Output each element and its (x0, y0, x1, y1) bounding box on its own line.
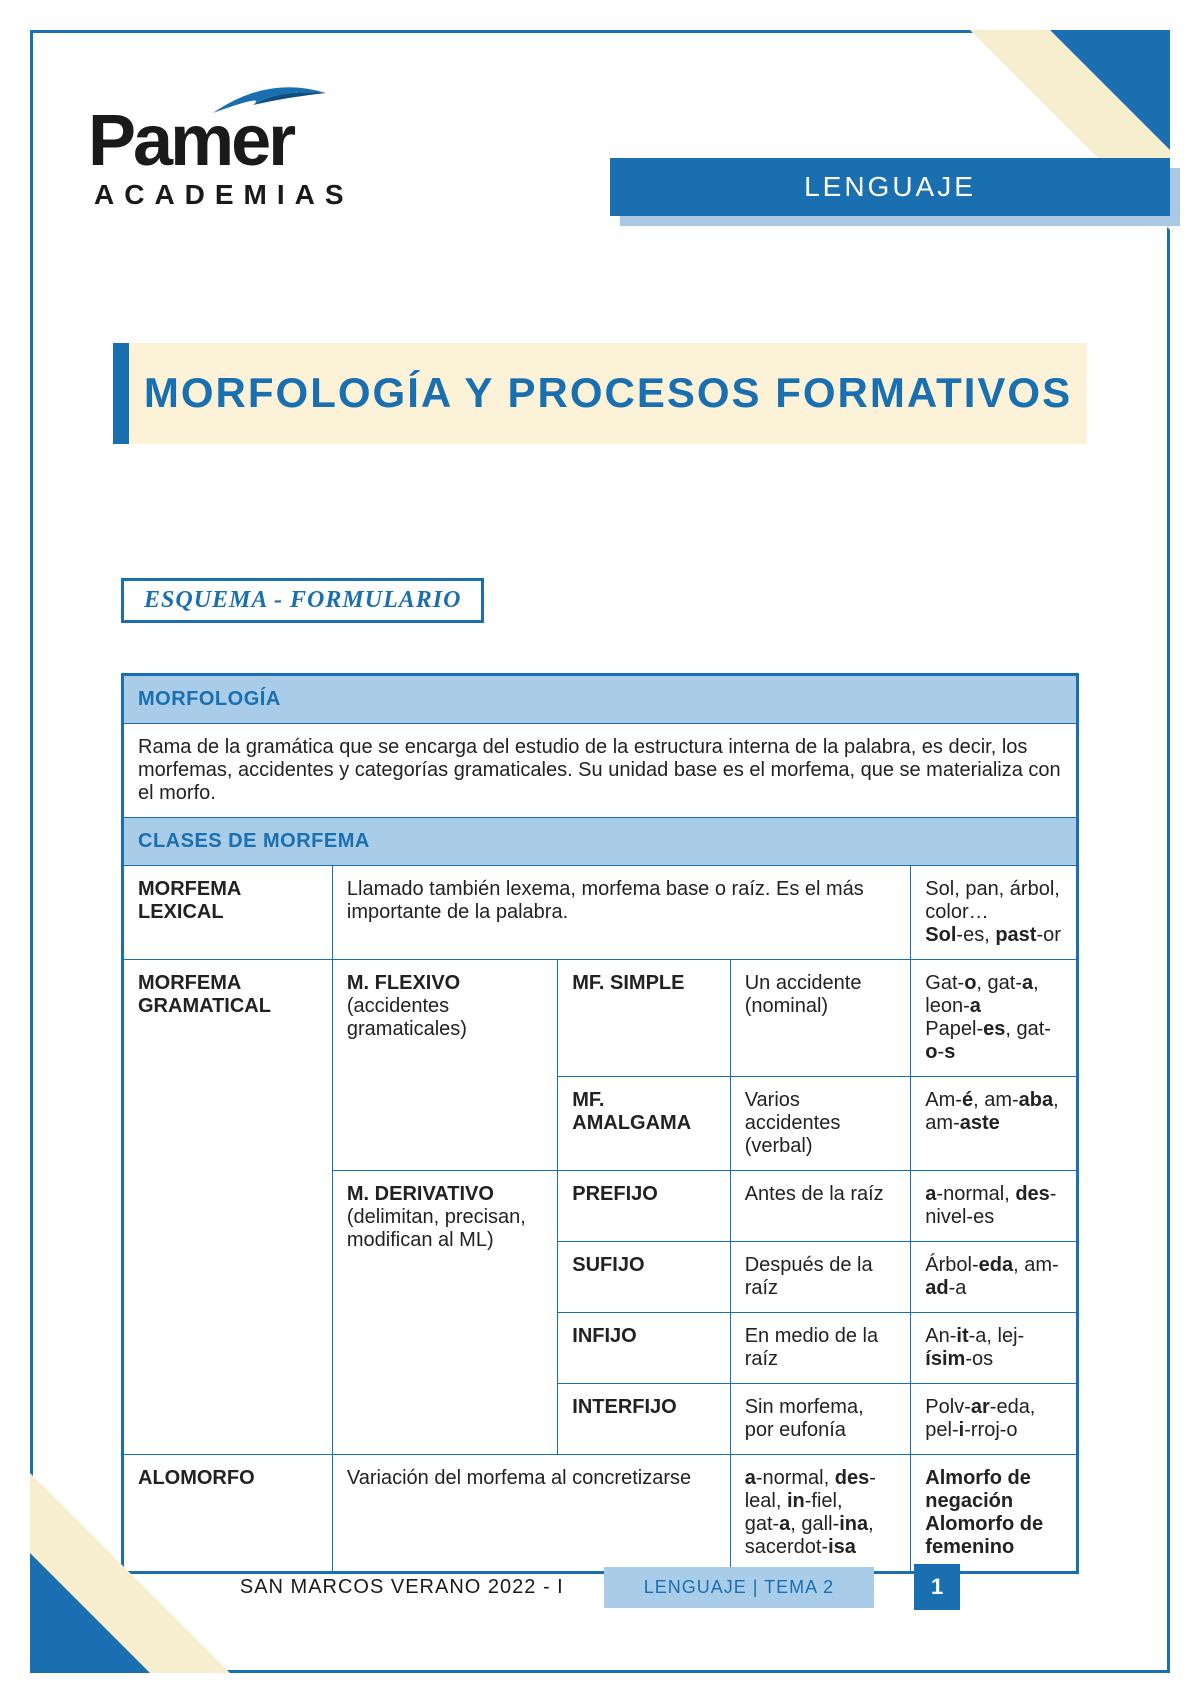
table-header-classes: CLASES DE MORFEMA (124, 818, 1077, 866)
cell-example: a-normal, des-nivel-es (911, 1171, 1077, 1242)
row-example: Sol, pan, árbol, color…Sol-es, past-or (911, 866, 1077, 960)
cell-desc: Un accidente (nominal) (730, 960, 911, 1077)
cell-desc: Varios accidentes (verbal) (730, 1077, 911, 1171)
cell-example: Polv-ar-eda, pel-i-rroj-o (911, 1384, 1077, 1455)
section-label: ESQUEMA - FORMULARIO (121, 578, 484, 623)
morphology-table: MORFOLOGÍA Rama de la gramática que se e… (121, 673, 1079, 1574)
footer-topic: LENGUAJE | TEMA 2 (604, 1567, 874, 1608)
table-header-main: MORFOLOGÍA (124, 676, 1077, 724)
footer-course: SAN MARCOS VERANO 2022 - I (240, 1576, 564, 1599)
subject-label: LENGUAJE (610, 158, 1170, 216)
cell-name: PREFIJO (558, 1171, 730, 1242)
subgroup-derivativo: M. DERIVATIVO(delimitan, precisan, modif… (332, 1171, 557, 1455)
page-frame: Pamer ACADEMIAS LENGUAJE MORFOLOGÍA Y PR… (30, 30, 1170, 1673)
page-title: MORFOLOGÍA Y PROCESOS FORMATIVOS (129, 343, 1087, 444)
cell-example: Gat-o, gat-a, leon-aPapel-es, gat-o-s (911, 960, 1077, 1077)
row-desc: Variación del morfema al concretizarse (332, 1455, 730, 1572)
row-label-gramatical: MORFEMA GRAMATICAL (124, 960, 333, 1455)
cell-name: MF. SIMPLE (558, 960, 730, 1077)
subject-banner: LENGUAJE (610, 158, 1170, 216)
logo-subtext: ACADEMIAS (94, 179, 354, 211)
cell-col3: a-normal, des-leal, in-fiel,gat-a, gall-… (730, 1455, 911, 1572)
title-accent-bar (113, 343, 129, 444)
cell-example: An-it-a, lej-ísim-os (911, 1313, 1077, 1384)
cell-example: Árbol-eda, am-ad-a (911, 1242, 1077, 1313)
table-row: MORFEMA LEXICAL Llamado también lexema, … (124, 866, 1077, 960)
cell-desc: En medio de la raíz (730, 1313, 911, 1384)
footer-page-number: 1 (914, 1564, 960, 1610)
cell-col4: Almorfo de negaciónAlomorfo de femenino (911, 1455, 1077, 1572)
cell-name: INFIJO (558, 1313, 730, 1384)
cell-name: SUFIJO (558, 1242, 730, 1313)
cell-desc: Antes de la raíz (730, 1171, 911, 1242)
table-definition: Rama de la gramática que se encarga del … (124, 724, 1077, 818)
cell-desc: Después de la raíz (730, 1242, 911, 1313)
row-desc: Llamado también lexema, morfema base o r… (332, 866, 910, 960)
cell-name: MF. AMALGAMA (558, 1077, 730, 1171)
footer: SAN MARCOS VERANO 2022 - I LENGUAJE | TE… (33, 1564, 1167, 1610)
cell-name: INTERFIJO (558, 1384, 730, 1455)
row-label-lexical: MORFEMA LEXICAL (124, 866, 333, 960)
logo-swoosh-icon (208, 83, 328, 121)
cell-example: Am-é, am-aba, am-aste (911, 1077, 1077, 1171)
logo: Pamer ACADEMIAS (88, 83, 354, 211)
table-row: ALOMORFO Variación del morfema al concre… (124, 1455, 1077, 1572)
title-block: MORFOLOGÍA Y PROCESOS FORMATIVOS (113, 343, 1087, 444)
cell-desc: Sin morfema, por eufonía (730, 1384, 911, 1455)
table-row: MORFEMA GRAMATICAL M. FLEXIVO(accidentes… (124, 960, 1077, 1077)
subgroup-flexivo: M. FLEXIVO(accidentes gramaticales) (332, 960, 557, 1171)
